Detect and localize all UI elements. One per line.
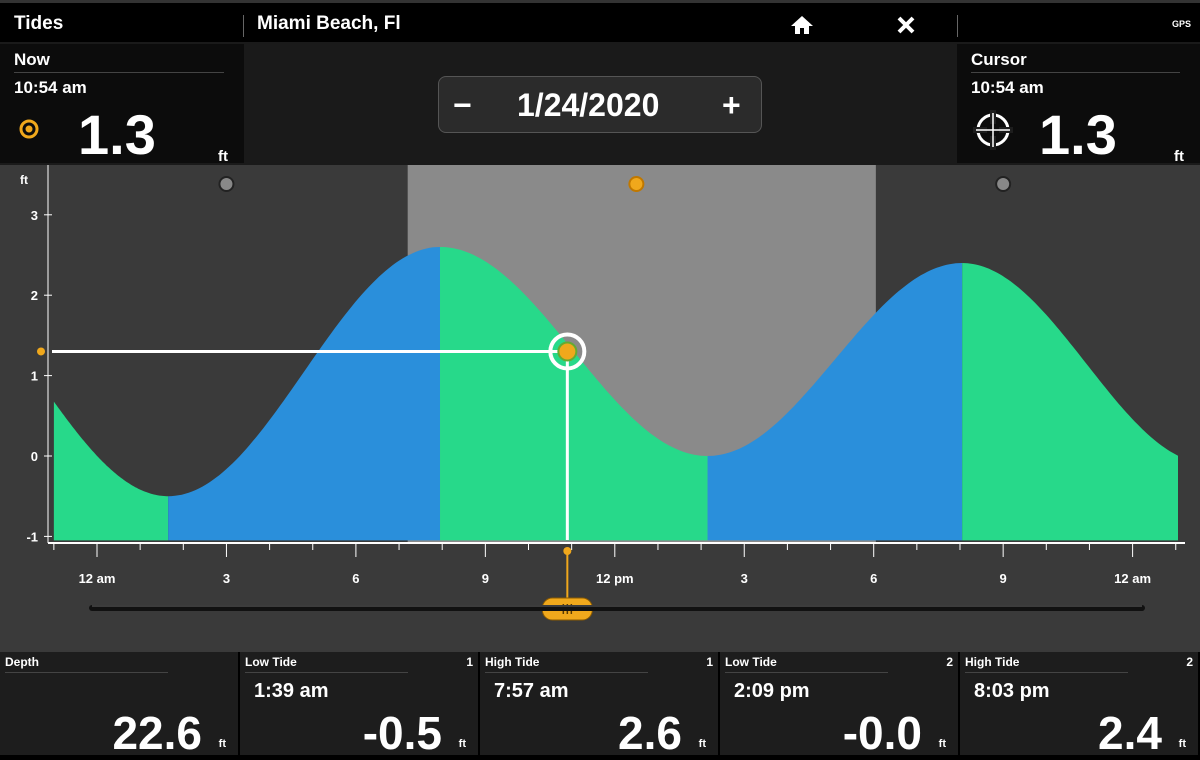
now-panel: Now 10:54 am 1.3 ft xyxy=(0,44,244,166)
now-unit: ft xyxy=(218,148,228,165)
panel-label: Low Tide xyxy=(245,655,297,669)
cursor-value: 1.3 xyxy=(1039,103,1117,166)
cursor-crosshair-icon xyxy=(548,332,587,371)
tide-chart[interactable]: 3 2 1 0 -1 12 am 3 6 9 12 pm 3 6 9 12 am ft xyxy=(0,165,1200,652)
panel-unit: ft xyxy=(458,738,466,750)
title-bar: Tides Miami Beach, Fl GPS xyxy=(0,0,1200,42)
panel-index: 2 xyxy=(1186,655,1193,669)
gps-indicator: GPS xyxy=(1172,19,1192,29)
panel-index: 1 xyxy=(706,655,713,669)
panel-unit: ft xyxy=(1178,738,1186,750)
falling-tide-area xyxy=(440,247,708,541)
falling-tide-area xyxy=(53,401,169,541)
moon-icon xyxy=(995,176,1012,192)
sun-icon xyxy=(628,176,645,192)
location-title: Miami Beach, Fl xyxy=(257,13,401,34)
prev-date-button[interactable]: − xyxy=(453,87,472,123)
panel-time: 1:39 am xyxy=(254,680,329,702)
tide-info-panel: Low Tide 2 2:09 pm -0.0 ft xyxy=(720,652,958,759)
rising-tide-area xyxy=(707,263,963,541)
panel-value: -0.5 xyxy=(362,707,442,759)
y-tick-label: 0 xyxy=(31,449,38,464)
y-tick-label: 2 xyxy=(31,288,38,303)
tide-info-panel: Depth 22.6 ft xyxy=(0,652,238,759)
date-selector: − 1/24/2020 + xyxy=(438,76,762,133)
panel-unit: ft xyxy=(698,738,706,750)
tide-info-panel: Low Tide 1 1:39 am -0.5 ft xyxy=(240,652,478,759)
x-tick-label: 12 am xyxy=(1114,571,1151,586)
cursor-y-marker xyxy=(37,347,45,356)
y-tick-label: 3 xyxy=(31,208,38,223)
rising-tide-area xyxy=(168,247,441,541)
panel-value: 22.6 xyxy=(112,707,202,759)
x-tick-label: 12 am xyxy=(79,571,116,586)
panel-time: 2:09 pm xyxy=(734,680,810,702)
current-position-marker xyxy=(557,341,578,362)
y-tick-label: -1 xyxy=(26,529,38,544)
now-marker-dot xyxy=(563,547,572,555)
cursor-label: Cursor xyxy=(971,50,1027,69)
x-tick-label: 9 xyxy=(1000,571,1007,586)
cursor-unit: ft xyxy=(1174,148,1184,165)
panel-unit: ft xyxy=(218,738,226,750)
x-tick-label: 12 pm xyxy=(596,571,634,586)
panel-label: High Tide xyxy=(965,655,1020,669)
app-title: Tides xyxy=(14,13,64,34)
next-date-button[interactable]: + xyxy=(722,87,741,123)
x-tick-label: 3 xyxy=(741,571,748,586)
x-tick-label: 6 xyxy=(352,571,359,586)
crosshair-icon xyxy=(973,110,1013,150)
falling-tide-area xyxy=(962,263,1178,541)
panel-unit: ft xyxy=(938,738,946,750)
tide-info-panel: High Tide 2 8:03 pm 2.4 ft xyxy=(960,652,1198,759)
now-value: 1.3 xyxy=(78,103,156,166)
panel-time: 7:57 am xyxy=(494,680,569,702)
close-icon[interactable] xyxy=(896,15,916,35)
date-value: 1/24/2020 xyxy=(517,87,660,123)
now-label: Now xyxy=(14,50,50,69)
moon-icon xyxy=(218,176,235,192)
divider xyxy=(957,15,958,37)
panel-label: High Tide xyxy=(485,655,540,669)
x-tick-label: 6 xyxy=(870,571,877,586)
x-tick-label: 3 xyxy=(223,571,230,586)
y-tick-label: 1 xyxy=(31,369,38,384)
panel-value: 2.6 xyxy=(618,707,682,759)
x-tick-label: 9 xyxy=(482,571,489,586)
panel-value: 2.4 xyxy=(1098,707,1162,759)
sun-position-icon xyxy=(19,119,39,139)
y-axis-unit: ft xyxy=(20,173,28,187)
divider xyxy=(243,15,244,37)
tide-info-panel: High Tide 1 7:57 am 2.6 ft xyxy=(480,652,718,759)
panel-label: Depth xyxy=(5,655,39,669)
cursor-time: 10:54 am xyxy=(971,78,1044,97)
panel-index: 1 xyxy=(466,655,473,669)
now-time: 10:54 am xyxy=(14,78,87,97)
panel-index: 2 xyxy=(946,655,953,669)
cursor-panel: Cursor 10:54 am 1.3 ft xyxy=(957,44,1200,166)
panel-time: 8:03 pm xyxy=(974,680,1050,702)
panel-label: Low Tide xyxy=(725,655,777,669)
home-icon[interactable] xyxy=(790,14,814,36)
panel-value: -0.0 xyxy=(842,707,922,759)
